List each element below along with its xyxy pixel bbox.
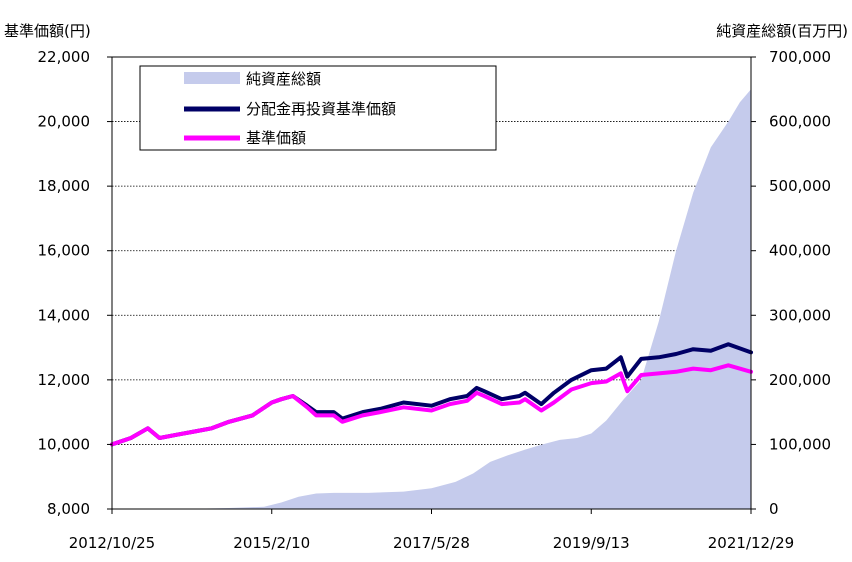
left-tick-label: 12,000 (38, 371, 91, 389)
left-tick-label: 8,000 (47, 500, 90, 518)
left-axis-label: 基準価額(円) (4, 22, 91, 40)
right-axis-label: 純資産総額(百万円) (716, 22, 848, 40)
legend-label-reinvested: 分配金再投資基準価額 (246, 100, 396, 118)
right-tick-label: 100,000 (769, 435, 831, 453)
right-tick-label: 400,000 (769, 242, 831, 260)
legend-swatch-net-assets (184, 72, 240, 84)
x-tick-label: 2012/10/25 (69, 534, 155, 552)
right-tick-label: 600,000 (769, 113, 831, 131)
right-tick-label: 0 (769, 500, 779, 518)
x-tick-label: 2019/9/13 (553, 534, 630, 552)
right-tick-label: 300,000 (769, 306, 831, 324)
nav-line (110, 363, 753, 447)
right-axis: 0 100,000 200,000 300,000 400,000 500,000 600,… (751, 48, 831, 518)
x-tick-label: 2017/5/28 (393, 534, 470, 552)
legend: 純資産総額 分配金再投資基準価額 基準価額 (139, 65, 497, 151)
left-tick-label: 10,000 (38, 435, 91, 453)
left-axis: 8,000 10,000 12,000 14,000 16,000 18,000 20,00… (38, 48, 112, 518)
left-tick-label: 18,000 (38, 177, 91, 195)
legend-label-net-assets: 純資産総額 (246, 70, 321, 88)
left-tick-label: 22,000 (38, 48, 91, 66)
x-tick-label: 2015/2/10 (233, 534, 310, 552)
line-layer (110, 342, 753, 447)
right-tick-label: 500,000 (769, 177, 831, 195)
left-tick-label: 16,000 (38, 242, 91, 260)
area-layer (112, 89, 751, 510)
right-tick-label: 200,000 (769, 371, 831, 389)
legend-label-nav: 基準価額 (246, 129, 306, 147)
net-assets-area (112, 89, 751, 510)
x-axis: 2012/10/25 2015/2/10 2017/5/28 2019/9/13 202… (69, 509, 794, 552)
left-tick-label: 20,000 (38, 113, 91, 131)
right-tick-label: 700,000 (769, 48, 831, 66)
x-tick-label: 2021/12/29 (708, 534, 794, 552)
left-tick-label: 14,000 (38, 306, 91, 324)
